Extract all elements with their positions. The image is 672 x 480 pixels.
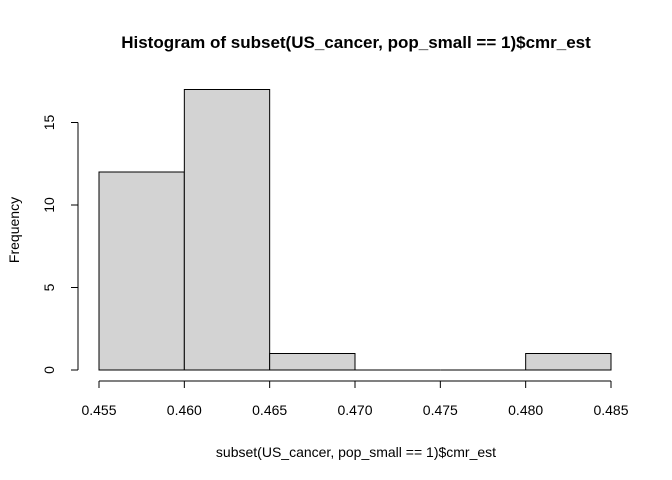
histogram-bar-1: [183, 89, 271, 371]
x-tick-label: 0.470: [337, 402, 372, 418]
y-axis: 0 5 10 15: [41, 115, 79, 374]
x-axis-label: subset(US_cancer, pop_small == 1)$cmr_es…: [216, 444, 496, 460]
y-tick-label: 5: [41, 283, 57, 291]
y-tick-label: 0: [41, 366, 57, 374]
x-axis: 0.455 0.460 0.465 0.470 0.475 0.480 0.485: [81, 380, 629, 418]
x-tick-label: 0.480: [508, 402, 543, 418]
x-tick-label: 0.465: [252, 402, 287, 418]
y-tick-label: 10: [41, 197, 57, 213]
x-tick-label: 0.460: [167, 402, 202, 418]
bars-group: [98, 89, 612, 371]
y-tick-label: 15: [41, 115, 57, 131]
x-tick-label: 0.475: [423, 402, 458, 418]
x-tick-label: 0.455: [81, 402, 116, 418]
y-axis-label: Frequency: [6, 197, 22, 263]
histogram-bar-5: [525, 353, 612, 371]
histogram-bar-2: [269, 353, 356, 371]
x-tick-label: 0.485: [593, 402, 628, 418]
chart-title: Histogram of subset(US_cancer, pop_small…: [121, 33, 591, 52]
histogram-bar-0: [98, 171, 185, 371]
